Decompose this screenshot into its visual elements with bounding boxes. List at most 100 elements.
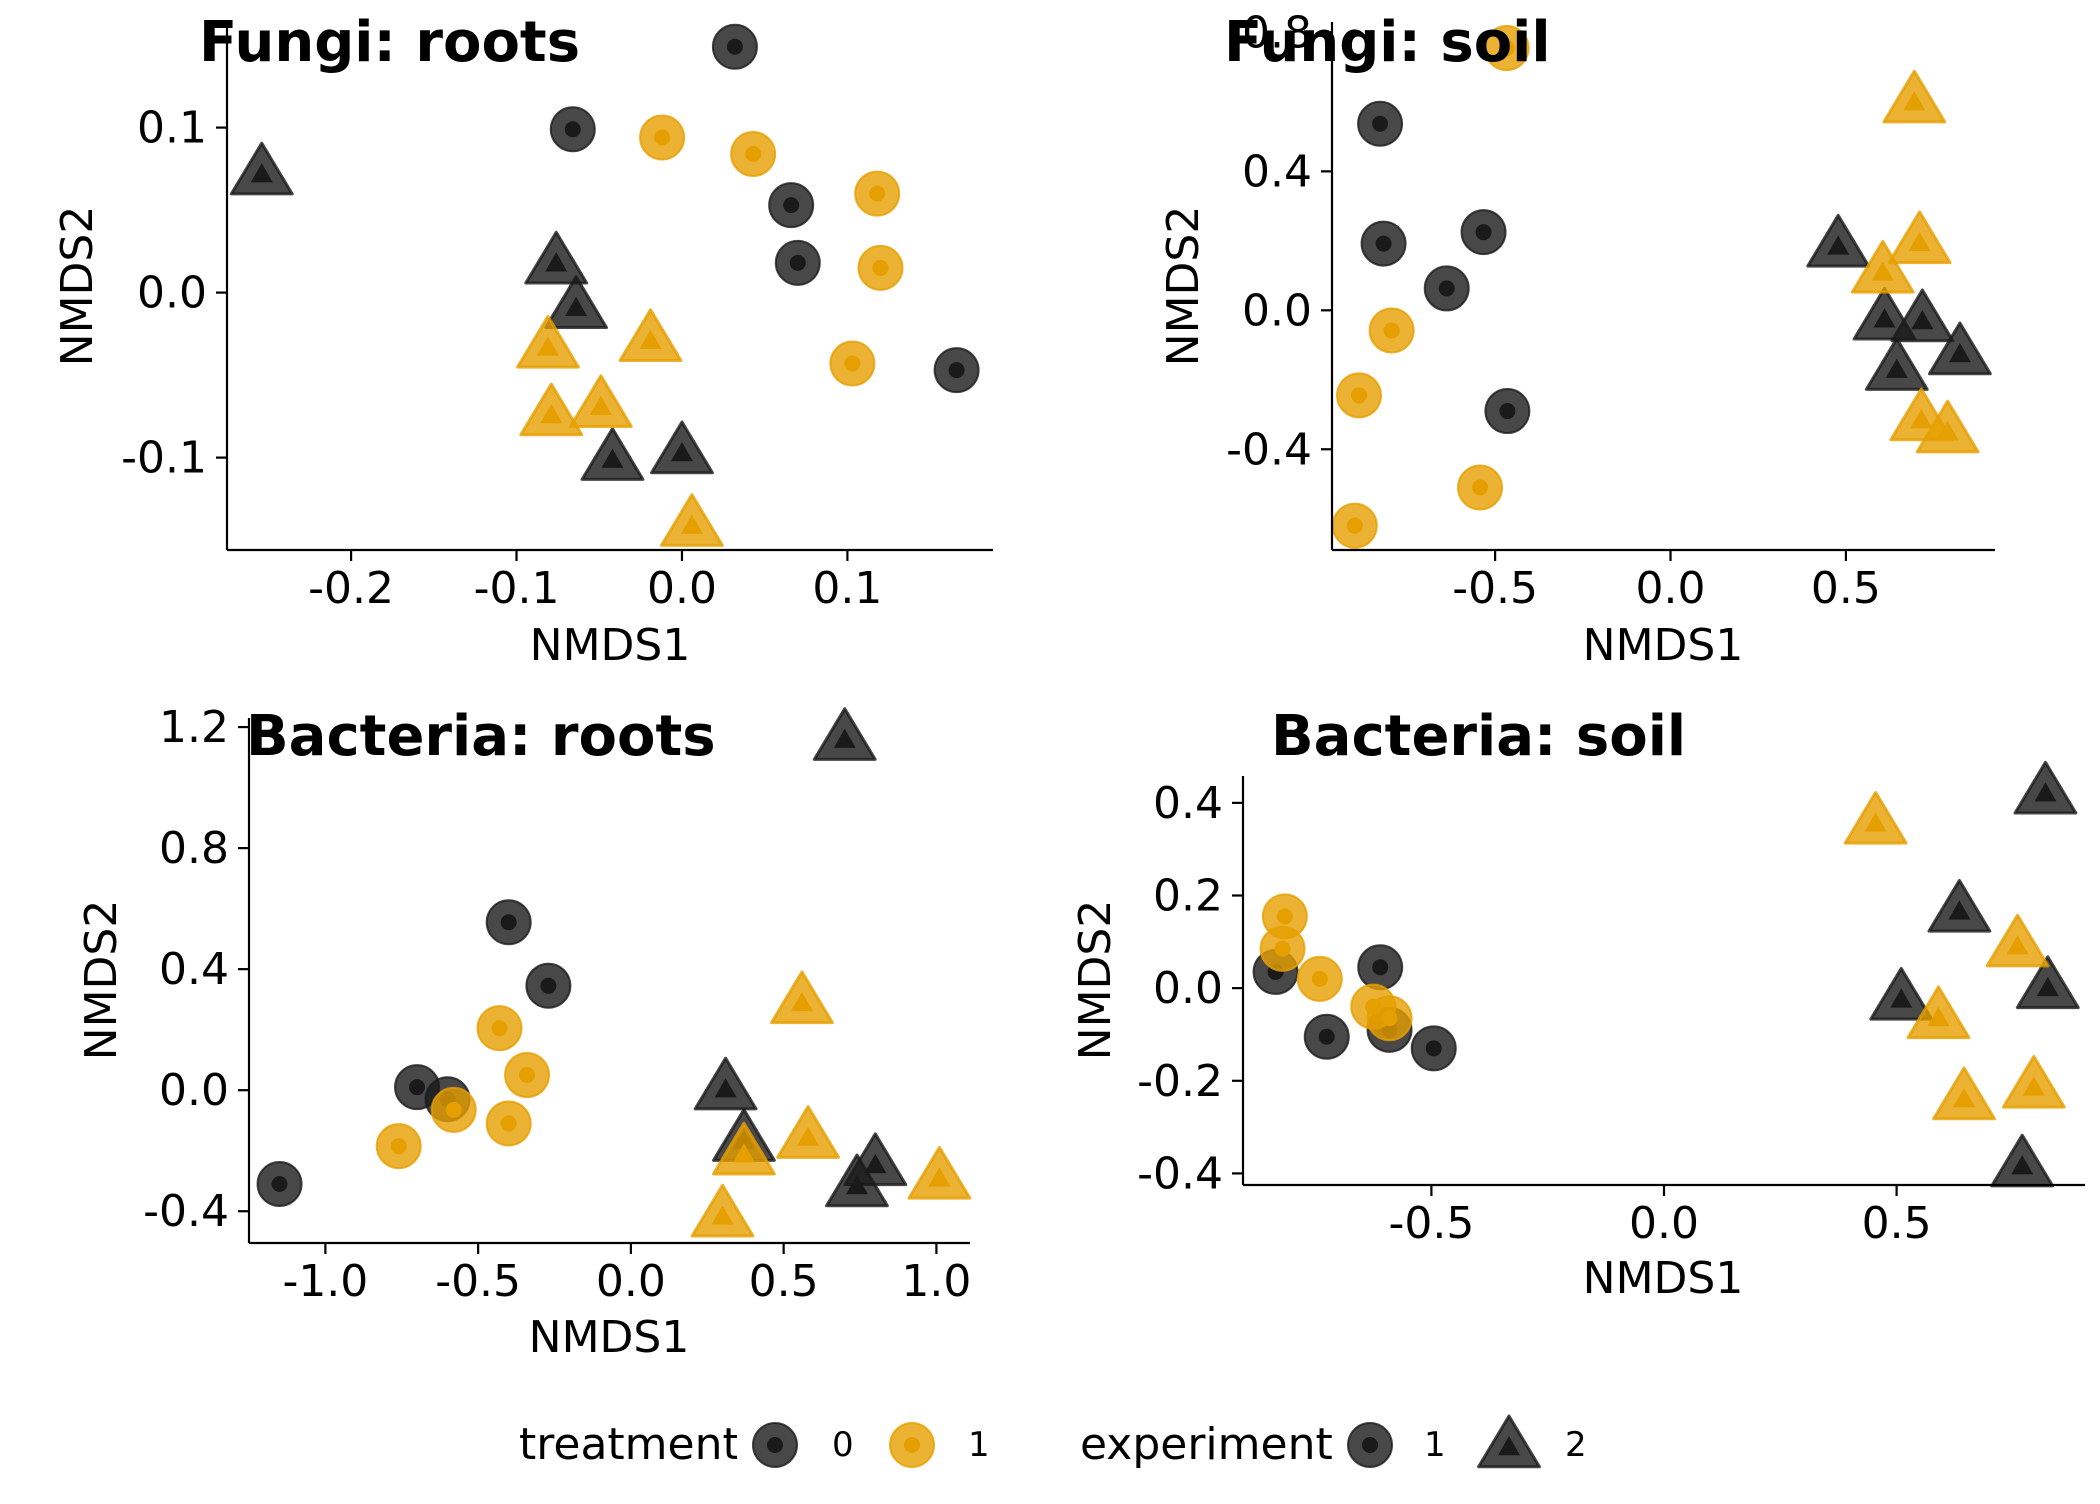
legend-title-mask (1332, 1410, 1352, 1475)
marker-center (1276, 908, 1293, 925)
y-tick-label: 0.0 (159, 1065, 229, 1116)
data-point (857, 244, 904, 291)
legend-label-experiment-1: 1 (1424, 1425, 1446, 1465)
y-ticks: -0.1 0.0 0.1 (121, 103, 227, 484)
data-point (639, 114, 686, 161)
data-point (1927, 321, 1992, 376)
y-tick-label: 0.0 (137, 268, 207, 319)
y-tick-label: -0.4 (1226, 424, 1312, 475)
data-point (1331, 502, 1378, 549)
y-tick-label: -0.4 (143, 1186, 229, 1237)
legend-key-experiment-1 (1347, 1422, 1393, 1468)
y-axis-title: NMDS2 (1070, 900, 1121, 1061)
y-tick-label: 0.2 (1153, 871, 1223, 922)
y-tick-label: 0.8 (1242, 7, 1312, 58)
data-point (1484, 388, 1531, 435)
y-tick-label: -0.2 (1137, 1056, 1223, 1107)
y-tick-label: 0.0 (1242, 285, 1312, 336)
marker-center (1499, 403, 1516, 420)
data-point (711, 1121, 776, 1176)
marker-center (654, 129, 671, 146)
data-point (2001, 1054, 2066, 1109)
data-point (1869, 966, 1934, 1021)
data-point (933, 347, 980, 394)
marker-center (872, 259, 889, 276)
marker-center (2022, 1076, 2045, 1096)
legend-title-mask (737, 1410, 757, 1475)
data-point (812, 707, 877, 761)
data-point (690, 1183, 755, 1238)
marker-center (1911, 310, 1934, 330)
marker-center (1903, 91, 1926, 111)
data-point (485, 899, 532, 946)
x-tick-label: -0.2 (308, 563, 394, 614)
marker-center (1475, 224, 1492, 241)
marker-center (1372, 959, 1389, 976)
y-tick-label: 0.8 (159, 823, 229, 874)
marker-center (1908, 231, 1931, 252)
data-point (1985, 913, 2050, 968)
data-point (659, 493, 724, 547)
data-point (1906, 985, 1971, 1040)
x-tick-label: 0.5 (749, 1256, 819, 1307)
y-axis-title: NMDS2 (1158, 206, 1209, 367)
panel-title: Bacteria: soil (1271, 704, 1686, 769)
x-tick-label: 0.5 (1811, 563, 1881, 614)
legend-title-experiment: experiment (1080, 1419, 1333, 1470)
data-point (549, 106, 596, 153)
x-tick-label: 0.1 (812, 563, 882, 614)
marker-center (1383, 322, 1400, 339)
panel-title: Fungi: roots (199, 10, 580, 75)
marker-center (1890, 988, 1913, 1008)
x-tick-label: 1.0 (901, 1256, 971, 1307)
marker-center (1425, 1040, 1442, 1057)
x-ticks: -1.0 -0.5 0.0 0.5 1.0 (282, 1243, 971, 1307)
x-tick-label: -0.5 (1452, 563, 1538, 614)
marker-center (589, 395, 612, 416)
panel-bacteria-soil: -0.5 0.0 0.5 -0.4 -0.2 0.0 0.2 0.4 NMDS1 NMDS2… (1070, 704, 2085, 1304)
data-point (229, 141, 294, 196)
data-point (544, 275, 609, 330)
marker-center (948, 362, 965, 379)
legend-marker (1477, 1414, 1541, 1469)
marker-center (540, 404, 563, 424)
data-point (1360, 220, 1407, 267)
legend-marker (1347, 1422, 1393, 1468)
marker-center (1311, 970, 1328, 987)
y-ticks: -0.4 0.0 0.4 0.8 (1226, 7, 1332, 475)
marker-center (1372, 115, 1389, 132)
marker-center (797, 1126, 820, 1146)
legend: treatment 0 1 experiment 1 2 (519, 1410, 1587, 1475)
data-point (730, 131, 777, 177)
data-point (825, 1153, 889, 1208)
panel-title: Fungi: soil (1224, 10, 1551, 75)
marker-center (680, 514, 703, 534)
data-point (1990, 1133, 2055, 1188)
data-point (854, 170, 901, 217)
data-point (1882, 69, 1947, 124)
y-tick-label: 0.1 (137, 103, 207, 154)
marker-center (790, 991, 813, 1012)
marker-center (564, 121, 581, 138)
data-point (2013, 760, 2078, 815)
y-axis-title: NMDS2 (76, 900, 127, 1061)
data-point (430, 1086, 477, 1133)
data-point (768, 182, 815, 229)
legend-marker (889, 1422, 935, 1468)
marker-center (1375, 235, 1392, 252)
data-point (375, 1123, 422, 1170)
legend-key-treatment-0 (752, 1422, 798, 1468)
data-point (525, 962, 572, 1009)
y-axis-title: NMDS2 (52, 206, 103, 367)
marker-center (1885, 358, 1908, 378)
panel-fungi-roots: -0.2 -0.1 0.0 0.1 -0.1 0.0 0.1 NMDS1 NMDS2 Fu… (52, 10, 993, 671)
marker-center (767, 1437, 783, 1453)
points-fungi-roots (229, 23, 980, 547)
marker-center (390, 1138, 407, 1155)
x-ticks: -0.5 0.0 0.5 (1452, 550, 1881, 614)
marker-center (1827, 235, 1850, 255)
data-point (1850, 239, 1915, 294)
marker-center (1274, 940, 1291, 957)
marker-center (1927, 1006, 1950, 1027)
legend-label-treatment-1: 1 (968, 1425, 990, 1465)
